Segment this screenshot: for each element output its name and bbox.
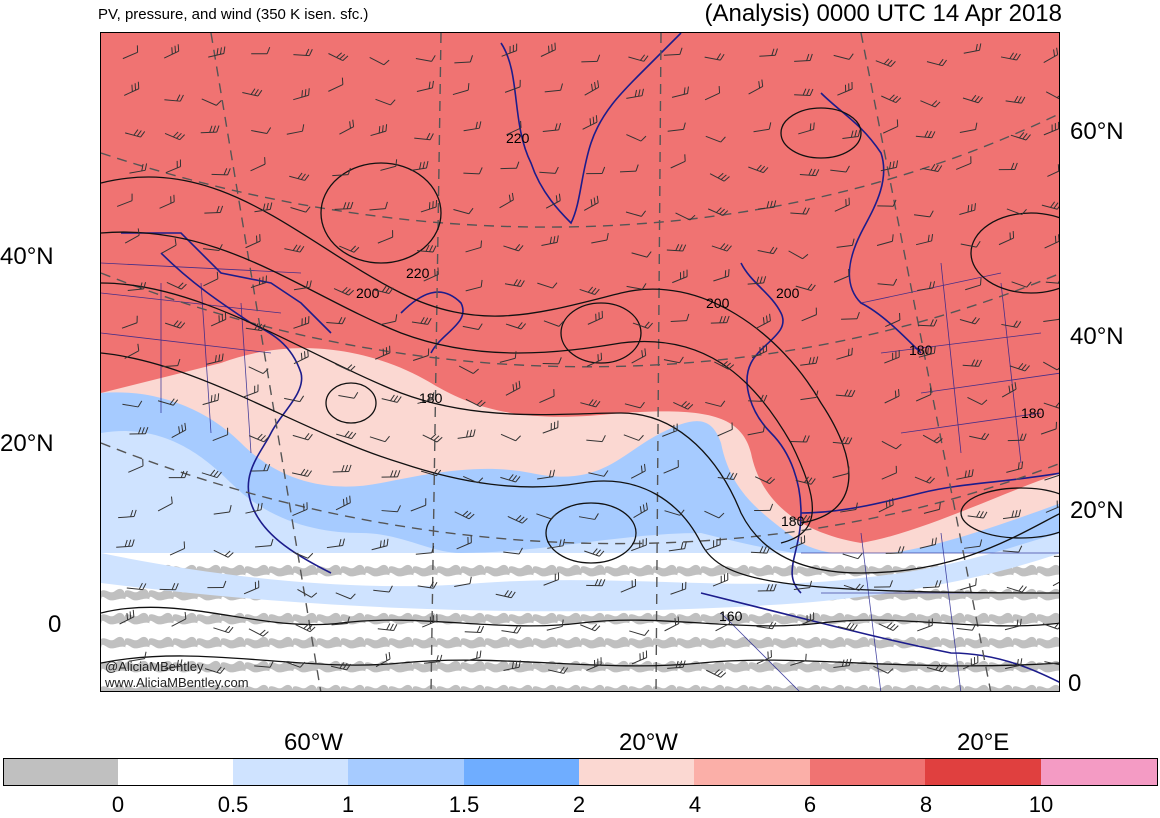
contour-label: 200 (776, 285, 800, 301)
wind-barb (463, 173, 479, 174)
credit-handle: @AliciaMBentley (105, 659, 204, 674)
contour-label: 200 (706, 295, 730, 311)
wind-barb-feather (814, 122, 815, 129)
map-title: (Analysis) 0000 UTC 14 Apr 2018 (704, 0, 1062, 28)
wind-barb-feather (305, 89, 306, 96)
wind-barb-feather (301, 353, 302, 360)
colorbar-tick-label: 2 (573, 792, 585, 818)
lat-label-right-20n: 20°N (1070, 497, 1124, 525)
wind-barb-feather (133, 610, 134, 617)
wind-barb-feather (379, 126, 380, 133)
lat-label-right-40n: 40°N (1070, 323, 1124, 351)
colorbar-tick-label: 1 (342, 792, 354, 818)
colorbar-segment (810, 758, 926, 786)
lat-label-left-20n: 20°N (0, 430, 54, 458)
colorbar-segment (233, 758, 349, 786)
wind-barb-feather (304, 351, 305, 358)
contour-label: 220 (506, 130, 530, 146)
contour-label: 180 (1021, 405, 1045, 421)
wind-barb (620, 171, 636, 172)
colorbar-tick-label: 10 (1029, 792, 1053, 818)
colorbar-tick-label: 0.5 (218, 792, 249, 818)
wind-barb-feather (895, 391, 896, 398)
wind-barb (711, 323, 727, 324)
wind-barb-feather (806, 654, 807, 661)
wind-barb-feather (217, 272, 218, 279)
colorbar-segment (118, 758, 234, 786)
colorbar-segment (348, 758, 465, 786)
wind-barb-feather (1059, 403, 1060, 408)
wind-barb-feather (218, 393, 219, 400)
wind-barb-feather (899, 389, 900, 396)
wind-barb-feather (593, 117, 594, 124)
lon-label-20e: 20°E (957, 729, 1009, 757)
colorbar-tick-label: 0 (112, 792, 124, 818)
wind-barb-feather (968, 205, 969, 212)
wind-barb-feather (347, 497, 348, 504)
wind-barb (333, 471, 349, 472)
wind-barb-feather (975, 203, 976, 210)
wind-barb-feather (596, 115, 597, 122)
colorbar-tick-label: 6 (804, 792, 816, 818)
colorbar-segment (464, 758, 580, 786)
wind-barb-feather (886, 501, 887, 508)
contour-label: 160 (719, 608, 743, 624)
wind-barb (794, 95, 810, 96)
wind-barb-feather (481, 240, 482, 247)
colorbar-tick-label: 4 (689, 792, 701, 818)
colorbar-tick-label: 8 (920, 792, 932, 818)
wind-barb-feather (130, 611, 131, 618)
wind-barb-feather (343, 499, 344, 506)
wind-barb-feather (893, 498, 894, 505)
wind-barb (335, 209, 351, 210)
wind-barb-feather (386, 124, 387, 131)
contour-label: 180 (419, 390, 443, 406)
lat-label-right-60n: 60°N (1070, 118, 1124, 146)
wind-barb-feather (971, 204, 972, 211)
wind-barb-feather (889, 499, 890, 506)
wind-barb-feather (892, 234, 893, 241)
colorbar-tick-label: 1.5 (449, 792, 480, 818)
wind-barb-feather (302, 90, 303, 97)
contour-label: 200 (356, 285, 380, 301)
colorbar-segment (1041, 758, 1158, 786)
colorbar-segment (694, 758, 811, 786)
lat-label-left-40n: 40°N (0, 243, 54, 271)
wind-barb-feather (590, 118, 591, 125)
colorbar (3, 758, 1158, 786)
colorbar-segment (579, 758, 695, 786)
wind-barb-feather (852, 348, 853, 355)
lon-label-20w: 20°W (619, 729, 678, 757)
lat-label-left-0: 0 (48, 611, 61, 639)
wind-barb (748, 401, 764, 402)
wind-barb-feather (981, 278, 982, 285)
colorbar-segment (925, 758, 1042, 786)
wind-barb-feather (976, 578, 977, 585)
lat-label-right-0: 0 (1068, 670, 1081, 698)
wind-barb-feather (848, 349, 849, 356)
wind-barb-feather (211, 395, 212, 402)
map-svg: 220 220 200 200 200 180 180 180 180 160 … (101, 33, 1060, 692)
wind-barb-feather (383, 125, 384, 132)
wind-barb-feather (810, 123, 811, 130)
contour-label: 220 (406, 265, 430, 281)
wind-barb-feather (1059, 313, 1060, 320)
wind-barb (204, 213, 220, 214)
credit-website: www.AliciaMBentley.com (104, 675, 249, 690)
wind-barb-feather (127, 613, 128, 620)
wind-barb (201, 132, 217, 133)
wind-barb-feather (215, 394, 216, 401)
colorbar-segment (3, 758, 119, 786)
wind-barb-feather (309, 88, 310, 95)
wind-barb-feather (308, 350, 309, 357)
contour-label: 180 (909, 342, 933, 358)
wind-barb-feather (468, 83, 469, 90)
wind-barb-feather (350, 496, 351, 503)
map-panel: 220 220 200 200 200 180 180 180 180 160 … (100, 32, 1060, 692)
lon-label-60w: 60°W (284, 729, 343, 757)
map-subtitle: PV, pressure, and wind (350 K isen. sfc.… (98, 6, 368, 23)
